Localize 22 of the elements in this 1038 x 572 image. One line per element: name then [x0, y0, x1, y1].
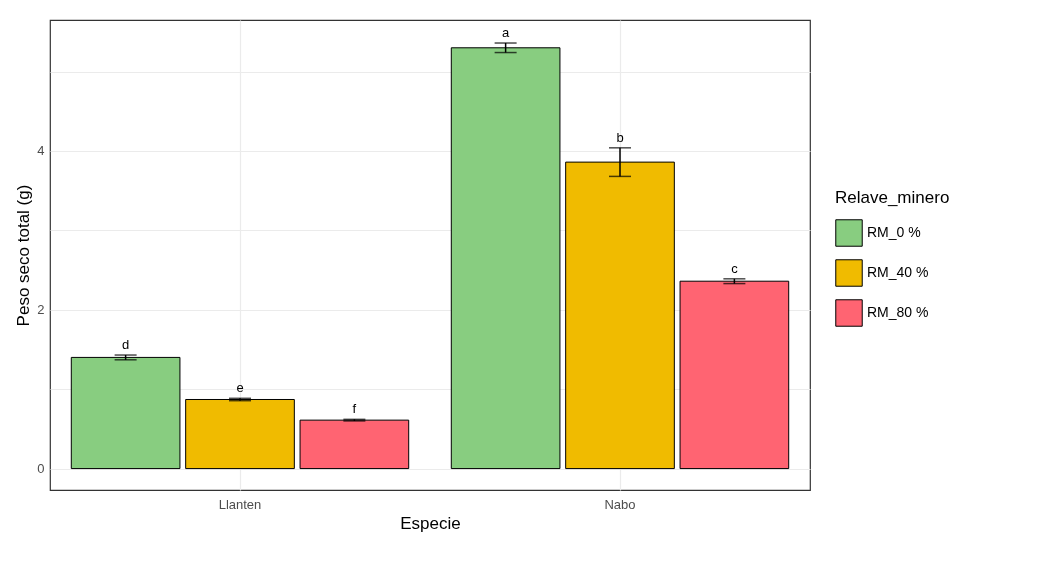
bar [679, 280, 790, 470]
legend-title: Relave_minero [835, 188, 950, 207]
legend-label: RM_40 % [867, 264, 929, 280]
y-tick-label: 0 [37, 461, 45, 477]
legend-label: RM_80 % [867, 304, 929, 320]
y-axis-title: Peso seco total (g) [14, 184, 34, 327]
annotation: b [616, 129, 624, 145]
y-tick-label: 2 [37, 302, 45, 318]
annotation: d [122, 337, 130, 353]
x-axis-title: Especie [400, 513, 461, 533]
bar [299, 419, 410, 470]
annotation: a [502, 25, 510, 41]
legend-label: RM_0 % [867, 224, 921, 240]
x-tick-label: Llanten [218, 496, 262, 512]
bar [450, 47, 561, 470]
annotation: e [236, 380, 244, 396]
bar [70, 356, 181, 470]
bar [185, 398, 295, 470]
y-tick-label: 4 [37, 143, 45, 159]
annotation: c [731, 260, 739, 276]
x-tick-label: Nabo [604, 496, 636, 512]
annotation: f [352, 401, 357, 417]
